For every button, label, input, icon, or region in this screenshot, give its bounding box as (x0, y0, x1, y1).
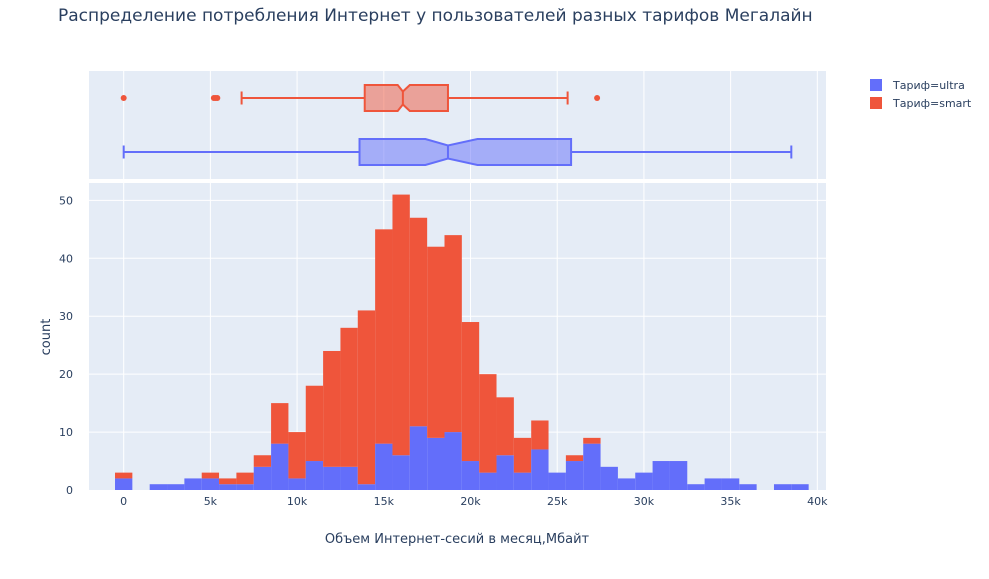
bar-ultra (271, 443, 289, 490)
bar-ultra (565, 461, 584, 490)
bar-ultra (427, 437, 445, 490)
bar-ultra (167, 484, 185, 490)
bar-smart (392, 194, 410, 456)
bar-smart (583, 437, 601, 444)
bar-ultra (288, 478, 306, 490)
legend-swatch-smart (870, 97, 882, 109)
x-tick-label: 10k (287, 495, 308, 508)
bar-ultra (687, 484, 705, 490)
bar-ultra (617, 478, 636, 490)
box-body-smart (363, 84, 449, 112)
bar-ultra (201, 478, 220, 490)
bar-smart (236, 472, 254, 485)
bar-ultra (219, 484, 237, 490)
chart-title: Распределение потребления Интернет у пол… (58, 6, 813, 26)
box-outlier-smart (594, 95, 601, 101)
x-tick-label: 25k (547, 495, 568, 508)
bar-ultra (669, 461, 688, 490)
bar-ultra (444, 432, 462, 490)
bar-ultra (548, 472, 566, 490)
bar-ultra (340, 466, 358, 490)
bar-ultra (583, 443, 601, 490)
y-tick-label: 50 (59, 194, 73, 207)
bar-ultra (149, 484, 168, 490)
bar-smart (479, 374, 497, 473)
y-tick-label: 0 (66, 484, 73, 497)
bar-smart (288, 432, 306, 479)
bar-smart (565, 455, 584, 462)
bar-ultra (305, 461, 324, 490)
bar-smart (305, 385, 324, 462)
bar-ultra (496, 455, 514, 490)
legend[interactable]: Тариф=ultra Тариф=smart (870, 79, 972, 110)
bar-smart (375, 229, 393, 444)
x-tick-label: 35k (720, 495, 741, 508)
bar-ultra (236, 484, 254, 490)
bar-ultra (791, 484, 809, 490)
bar-ultra (600, 466, 618, 490)
box-body-ultra (358, 138, 573, 166)
x-tick-label: 0 (120, 495, 127, 508)
x-tick-label: 15k (374, 495, 395, 508)
y-tick-label: 40 (59, 252, 73, 265)
bar-smart (271, 403, 289, 444)
bar-smart (444, 235, 462, 433)
bar-ultra (357, 484, 376, 490)
legend-item-ultra[interactable]: Тариф=ultra (870, 79, 965, 92)
bar-ultra (479, 472, 497, 490)
box-panel-background (89, 71, 826, 179)
bar-smart (531, 420, 549, 450)
box-plots (120, 84, 793, 166)
bar-ultra (773, 484, 792, 490)
legend-label-smart: Тариф=smart (892, 97, 972, 110)
histogram-bars (115, 194, 809, 490)
bar-ultra (323, 466, 341, 490)
y-tick-label: 30 (59, 310, 73, 323)
bar-ultra (531, 449, 549, 490)
bar-ultra (375, 443, 393, 490)
bar-ultra (513, 472, 532, 490)
bar-smart (253, 455, 272, 467)
bar-ultra (461, 461, 480, 490)
bar-ultra (184, 478, 202, 490)
bar-smart (115, 472, 133, 479)
x-tick-label: 30k (634, 495, 655, 508)
axis-ticks: 0 5k 10k 15k 20k 25k 30k 35k 40k 0 10 20 30 40 50 (59, 194, 828, 508)
y-axis-title: count (39, 319, 54, 356)
box-outlier-smart (214, 95, 221, 101)
bar-ultra (739, 484, 757, 490)
y-tick-label: 20 (59, 368, 73, 381)
legend-label-ultra: Тариф=ultra (892, 79, 965, 92)
bar-ultra (253, 466, 272, 490)
x-tick-label: 5k (204, 495, 218, 508)
bar-ultra (115, 478, 133, 490)
bar-ultra (409, 426, 428, 490)
x-tick-label: 40k (807, 495, 828, 508)
y-tick-label: 10 (59, 426, 73, 439)
bar-smart (340, 327, 358, 467)
bar-smart (323, 350, 341, 467)
bar-ultra (704, 478, 722, 490)
bar-ultra (721, 478, 740, 490)
bar-smart (201, 472, 220, 479)
bar-smart (219, 478, 237, 485)
bar-smart (357, 310, 376, 485)
bar-ultra (635, 472, 653, 490)
legend-item-smart[interactable]: Тариф=smart (870, 97, 972, 110)
x-tick-label: 20k (460, 495, 481, 508)
bar-smart (409, 217, 428, 427)
bar-smart (427, 246, 445, 438)
bar-ultra (392, 455, 410, 490)
legend-swatch-ultra (870, 79, 882, 91)
x-axis-title: Объем Интернет-сесий в месяц,Мбайт (325, 532, 590, 547)
box-outlier-smart (120, 95, 127, 101)
bar-smart (513, 437, 532, 473)
bar-ultra (652, 461, 670, 490)
bar-smart (496, 397, 514, 456)
bar-smart (461, 322, 480, 462)
